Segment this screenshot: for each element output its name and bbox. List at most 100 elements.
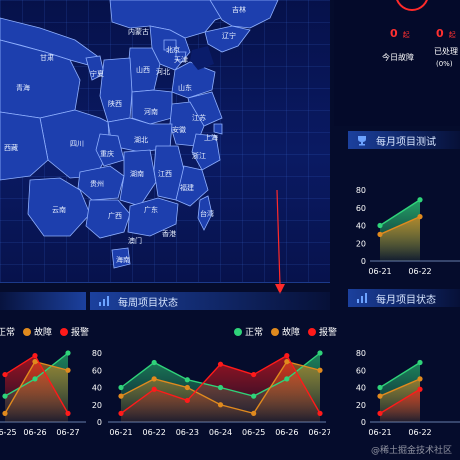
map-label-guizhou: 贵州 — [90, 179, 104, 188]
map-label-zhejiang: 浙江 — [192, 151, 206, 160]
data-point[interactable] — [65, 367, 71, 373]
map-provinces[interactable] — [0, 0, 279, 269]
data-point[interactable] — [184, 397, 190, 404]
series-area-1 — [380, 216, 420, 261]
y-tick-label: 20 — [92, 401, 102, 410]
bar-chart-icon — [357, 293, 367, 303]
data-point[interactable] — [184, 384, 190, 391]
y-tick-label: 80 — [356, 186, 366, 195]
map-label-shaanxi: 陕西 — [108, 99, 122, 108]
monthly-status-chart[interactable]: 0 20 40 60 80 06-21 06-22 — [340, 342, 460, 442]
data-point[interactable] — [32, 352, 38, 359]
x-tick-label: 06-27 — [308, 428, 330, 437]
legend-item-alarm-left[interactable]: 报警 — [60, 325, 89, 338]
data-point[interactable] — [377, 410, 383, 416]
data-point[interactable] — [417, 359, 423, 366]
data-point[interactable] — [417, 197, 423, 203]
legend-item-alarm[interactable]: 报警 — [308, 325, 337, 338]
map-label-jilin: 吉林 — [232, 5, 246, 14]
trophy-icon — [358, 136, 366, 146]
weekly-status-title: 每周项目状态 — [118, 297, 178, 309]
data-point[interactable] — [65, 410, 71, 416]
processed-count: 0 起 — [436, 27, 456, 40]
legend-item-normal-left[interactable]: 正常 — [0, 328, 16, 338]
data-point[interactable] — [251, 393, 257, 399]
series-area-2 — [5, 355, 68, 422]
data-point[interactable] — [417, 214, 423, 220]
map-label-shandong: 山东 — [178, 83, 192, 92]
data-point[interactable] — [118, 410, 124, 416]
data-point[interactable] — [151, 359, 157, 366]
data-point[interactable] — [2, 393, 8, 399]
x-tick-label: 06-23 — [176, 428, 199, 437]
legend-item-fault[interactable]: 故障 — [271, 325, 300, 338]
data-point[interactable] — [32, 359, 38, 365]
map-label-fujian: 福建 — [180, 183, 194, 192]
map-label-neimenggu: 内蒙古 — [128, 27, 149, 36]
data-point[interactable] — [251, 410, 257, 416]
series-line-1[interactable] — [379, 378, 421, 397]
data-point[interactable] — [377, 231, 383, 237]
y-tick-label: 40 — [356, 384, 366, 393]
y-tick-label: 40 — [92, 384, 102, 393]
map-label-hubei: 湖北 — [134, 135, 148, 144]
map-label-taiwan: 台湾 — [200, 209, 214, 218]
data-point[interactable] — [251, 371, 257, 378]
x-tick-label: 06-22 — [408, 267, 431, 276]
data-point[interactable] — [417, 386, 423, 392]
china-map-panel[interactable]: 吉林 内蒙古 辽宁 北京 天津 甘肃 宁夏 河北 山西 山东 青海 陕西 河南 … — [0, 0, 330, 283]
series-line-2[interactable] — [379, 388, 421, 414]
y-tick-label: 60 — [92, 366, 102, 375]
x-tick-label: 06-22 — [143, 428, 166, 437]
x-tick-label: 06-21 — [109, 428, 132, 437]
bar-chart-icon — [99, 296, 109, 306]
series-line-0[interactable] — [379, 199, 421, 227]
data-point[interactable] — [118, 384, 124, 391]
map-label-guangdong: 广东 — [144, 205, 158, 214]
china-map[interactable]: 吉林 内蒙古 辽宁 北京 天津 甘肃 宁夏 河北 山西 山东 青海 陕西 河南 … — [0, 0, 330, 282]
data-point[interactable] — [2, 371, 8, 378]
series-line-0[interactable] — [379, 361, 421, 389]
data-point[interactable] — [284, 352, 290, 359]
map-label-beijing: 北京 — [166, 45, 180, 54]
map-label-jiangxi: 江西 — [158, 170, 172, 178]
y-tick-label: 0 — [361, 257, 366, 266]
map-label-tianjin: 天津 — [174, 56, 188, 64]
data-point[interactable] — [377, 222, 383, 229]
data-point[interactable] — [151, 376, 157, 382]
data-point[interactable] — [217, 361, 224, 367]
weekly-status-chart-left[interactable]: 06-25 06-26 06-27 — [0, 342, 86, 442]
data-point[interactable] — [2, 410, 8, 416]
weekly-legend-left: 正常 故障 报警 — [0, 325, 89, 338]
weekly-status-chart[interactable]: 0 20 40 60 80 06-21 06-22 06-23 06-24 06-25 06-26 0… — [90, 342, 330, 442]
data-point[interactable] — [32, 376, 38, 382]
data-point[interactable] — [377, 393, 383, 399]
data-point[interactable] — [417, 376, 423, 382]
legend-item-normal[interactable]: 正常 — [234, 325, 263, 338]
monthly-test-header: 每月项目测试 — [348, 131, 460, 149]
data-point[interactable] — [184, 377, 190, 383]
data-point[interactable] — [151, 386, 157, 392]
data-point[interactable] — [65, 350, 71, 356]
weekly-status-header-left — [0, 292, 86, 310]
data-point[interactable] — [118, 393, 124, 399]
x-tick-label: 06-21 — [368, 428, 391, 437]
legend-item-fault-left[interactable]: 故障 — [23, 325, 52, 338]
data-point[interactable] — [377, 384, 383, 391]
data-point[interactable] — [284, 376, 290, 382]
data-point[interactable] — [317, 367, 323, 373]
x-tick-label: 06-25 — [0, 428, 17, 437]
pointer-arrow — [275, 190, 285, 294]
data-point[interactable] — [317, 350, 323, 356]
processed-label: 已处理 — [434, 47, 458, 56]
data-point[interactable] — [284, 359, 290, 365]
map-label-aomen: 澳门 — [128, 236, 142, 245]
data-point[interactable] — [217, 384, 224, 391]
monthly-test-chart[interactable]: 0 20 40 60 80 06-21 06-22 — [340, 180, 460, 280]
watermark: @稀土掘金技术社区 — [370, 446, 452, 456]
series-line-1[interactable] — [379, 215, 421, 236]
data-point[interactable] — [317, 410, 323, 416]
data-point[interactable] — [217, 402, 224, 408]
map-label-liaoning: 辽宁 — [222, 31, 236, 40]
map-label-guangxi: 广西 — [108, 211, 122, 220]
